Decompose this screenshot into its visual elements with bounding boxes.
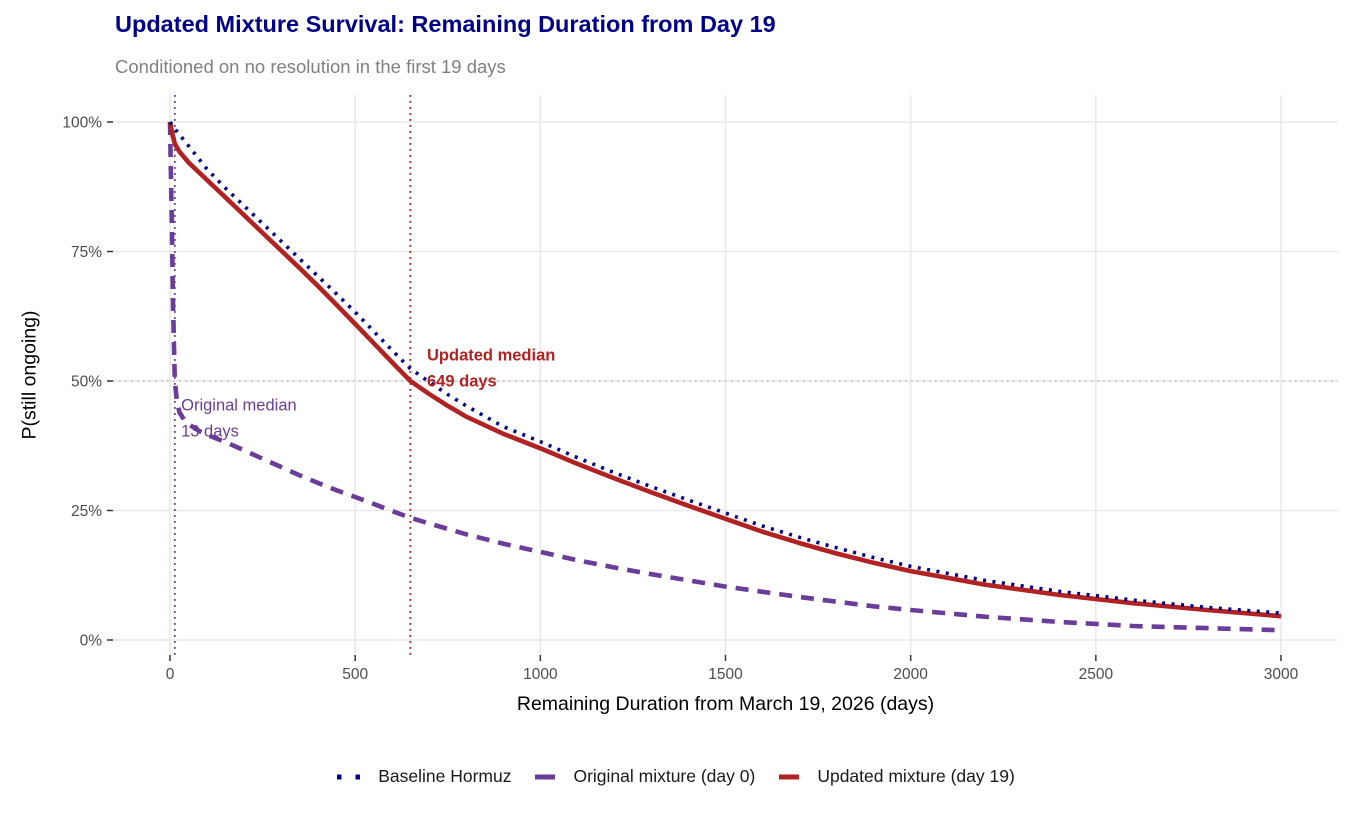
original-median-label: Original median (181, 397, 297, 415)
legend: Baseline Hormuz Original mixture (day 0) U… (0, 766, 1350, 787)
legend-key-dotted-icon (337, 774, 364, 779)
original-median-label: 13 days (181, 423, 239, 441)
series-original-mixture-day-0 (167, 121, 1282, 633)
legend-item-1: Original mixture (day 0) (530, 766, 755, 787)
legend-item-2: Updated mixture (day 19) (774, 766, 1015, 787)
series-baseline-hormuz (168, 120, 1282, 615)
x-tick-label: 2000 (893, 666, 928, 683)
y-tick-label: 75% (71, 244, 102, 261)
y-axis-title: P(still ongoing) (18, 310, 41, 440)
x-tick-label: 1000 (523, 666, 558, 683)
legend-label: Baseline Hormuz (378, 766, 512, 786)
y-tick-label: 50% (71, 374, 102, 391)
x-tick-label: 2500 (1079, 666, 1114, 683)
legend-label: Original mixture (day 0) (573, 766, 756, 786)
legend-label: Updated mixture (day 19) (817, 766, 1015, 786)
chart-title: Updated Mixture Survival: Remaining Dura… (115, 11, 776, 37)
x-tick-label: 500 (342, 666, 368, 683)
updated-median-label: 649 days (427, 372, 497, 390)
x-tick-label: 3000 (1264, 666, 1299, 683)
series-updated-mixture-day-19 (167, 121, 1282, 619)
legend-key-solid-icon (779, 774, 800, 779)
x-axis-title: Remaining Duration from March 19, 2026 (… (516, 693, 935, 715)
legend-key-dashed-icon (535, 774, 556, 779)
y-tick-label: 25% (71, 503, 102, 520)
legend-item-0: Baseline Hormuz (335, 766, 511, 787)
updated-median-label: Updated median (427, 346, 555, 364)
x-tick-label: 1500 (708, 666, 743, 683)
y-tick-label: 0% (80, 633, 103, 650)
x-tick-label: 0 (166, 666, 175, 683)
chart-subtitle: Conditioned on no resolution in the firs… (115, 56, 506, 77)
y-tick-label: 100% (62, 115, 102, 132)
